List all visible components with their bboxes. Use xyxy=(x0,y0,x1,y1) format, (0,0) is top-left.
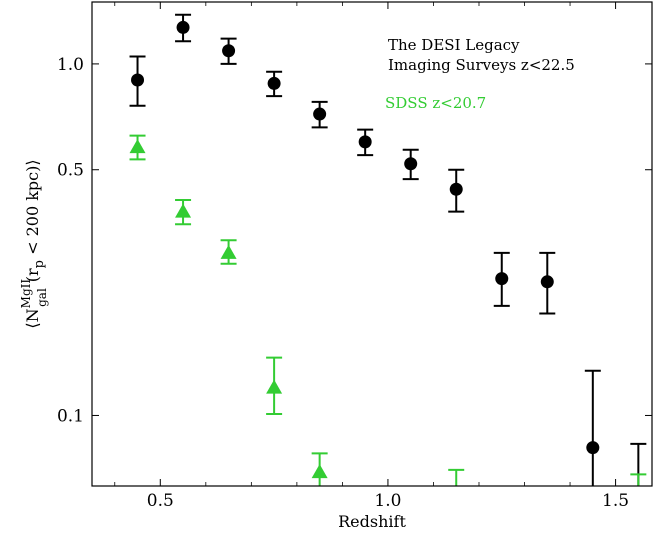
legend-entry-desi-line-1: The DESI Legacy xyxy=(388,36,520,54)
legend-entry-sdss: SDSS z<20.7 xyxy=(385,94,486,112)
series-0 xyxy=(129,13,647,486)
data-point xyxy=(176,20,190,34)
data-point xyxy=(358,135,372,149)
axis-ticks: 0.5 1.0 1.5 0.1 0.5 1.0 xyxy=(57,2,652,511)
data-point xyxy=(313,107,327,121)
data-point xyxy=(495,272,509,286)
data-point xyxy=(404,157,418,171)
data-point-triangle xyxy=(266,379,283,394)
plot-frame xyxy=(91,1,653,487)
data-point xyxy=(267,76,281,90)
data-point xyxy=(540,275,554,289)
x-tick-label: 1.0 xyxy=(374,491,401,511)
data-point-triangle xyxy=(129,139,146,154)
data-point xyxy=(449,182,463,196)
data-point xyxy=(131,73,145,87)
legend: The DESI Legacy Imaging Surveys z<22.5 S… xyxy=(385,36,575,112)
x-tick-label: 0.5 xyxy=(147,491,174,511)
data-point-triangle xyxy=(311,464,328,479)
x-tick-label: 1.5 xyxy=(602,491,629,511)
data-point-triangle xyxy=(175,203,192,218)
y-axis-label: ⟨NMgII gal(rp < 200 kpc)⟩ xyxy=(19,159,49,328)
y-tick-label: 0.5 xyxy=(57,161,84,181)
x-axis-label: Redshift xyxy=(338,512,406,531)
data-point xyxy=(222,44,236,58)
data-point-triangle xyxy=(220,244,237,259)
legend-entry-desi-line-2: Imaging Surveys z<22.5 xyxy=(388,56,575,74)
series-1 xyxy=(129,134,647,486)
data-point xyxy=(586,441,600,455)
plot-area xyxy=(129,13,647,486)
y-tick-label: 0.1 xyxy=(57,406,84,426)
y-tick-label: 1.0 xyxy=(57,55,84,75)
